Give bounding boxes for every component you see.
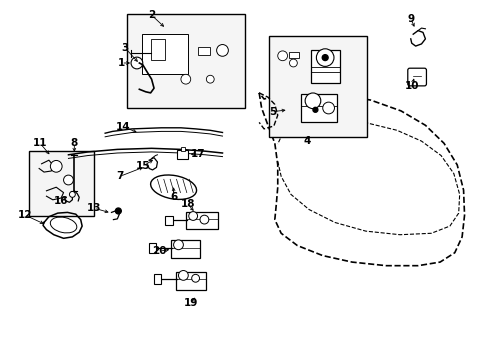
Circle shape	[181, 74, 190, 84]
Text: 1: 1	[118, 58, 124, 68]
Bar	[153, 274, 161, 284]
Text: 12: 12	[18, 210, 33, 220]
Bar	[127, 14, 244, 108]
Text: 15: 15	[135, 161, 150, 171]
Text: 2: 2	[148, 10, 155, 20]
Text: 18: 18	[181, 199, 195, 210]
Ellipse shape	[150, 175, 196, 199]
Circle shape	[173, 240, 183, 250]
Text: 5: 5	[269, 107, 276, 117]
Circle shape	[178, 270, 188, 280]
Circle shape	[69, 192, 75, 197]
Bar	[29, 151, 94, 216]
Text: 17: 17	[190, 149, 205, 159]
Text: 9: 9	[407, 14, 413, 24]
Circle shape	[50, 161, 62, 172]
Bar	[171, 240, 200, 258]
Circle shape	[289, 59, 297, 67]
Circle shape	[316, 49, 333, 66]
Text: 8: 8	[71, 138, 78, 148]
Bar	[288, 52, 299, 58]
Bar	[148, 243, 156, 253]
Bar	[185, 212, 217, 229]
Text: 6: 6	[170, 192, 177, 202]
Text: 16: 16	[54, 196, 68, 206]
Text: 4: 4	[303, 136, 310, 146]
Text: 3: 3	[121, 42, 128, 53]
Circle shape	[216, 45, 228, 56]
Bar	[198, 47, 210, 55]
Text: 7: 7	[116, 171, 123, 181]
Circle shape	[277, 51, 287, 61]
Circle shape	[191, 274, 199, 282]
Circle shape	[312, 107, 317, 112]
Circle shape	[200, 215, 208, 224]
Text: 13: 13	[86, 203, 101, 213]
FancyBboxPatch shape	[407, 68, 426, 86]
Text: 14: 14	[116, 122, 130, 132]
Bar	[165, 216, 173, 225]
Bar	[310, 50, 339, 83]
Bar	[176, 272, 206, 290]
Text: 11: 11	[33, 138, 47, 148]
Text: 10: 10	[404, 81, 419, 91]
Text: 19: 19	[183, 298, 198, 308]
Circle shape	[322, 102, 334, 114]
Ellipse shape	[50, 217, 77, 233]
Bar	[177, 150, 187, 159]
Bar	[268, 36, 366, 137]
Circle shape	[63, 175, 73, 185]
Bar	[181, 147, 184, 151]
Circle shape	[131, 57, 142, 69]
Circle shape	[188, 212, 197, 220]
Text: 20: 20	[151, 246, 166, 256]
Bar	[300, 94, 337, 122]
Circle shape	[206, 75, 214, 83]
Bar	[150, 39, 165, 60]
Circle shape	[305, 93, 320, 109]
Bar	[142, 34, 188, 74]
Circle shape	[115, 208, 121, 214]
Circle shape	[322, 55, 327, 60]
